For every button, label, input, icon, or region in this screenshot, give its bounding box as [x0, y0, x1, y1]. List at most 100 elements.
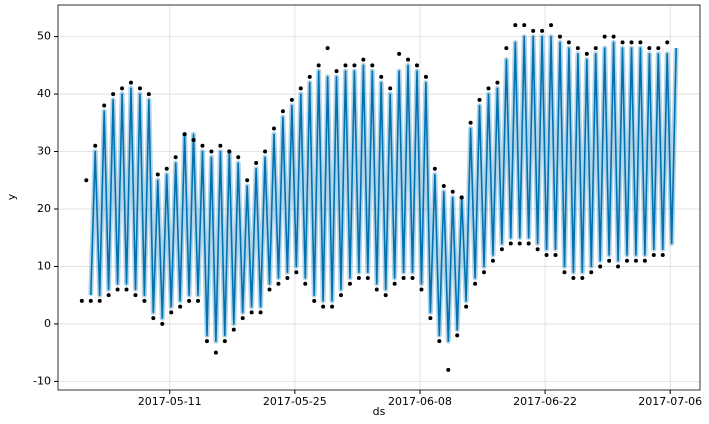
observed-point	[522, 23, 527, 28]
observed-point	[93, 143, 98, 148]
observed-point	[464, 304, 469, 309]
observed-point	[330, 304, 335, 309]
observed-point	[343, 63, 348, 68]
observed-point	[133, 293, 138, 298]
observed-point	[312, 298, 317, 303]
observed-point	[638, 40, 643, 45]
observed-point	[84, 178, 89, 183]
observed-point	[209, 149, 214, 154]
y-tick-label: 20	[37, 202, 51, 215]
observed-point	[535, 247, 540, 252]
observed-point	[611, 34, 616, 39]
x-tick-label: 2017-06-08	[388, 395, 452, 408]
observed-point	[316, 63, 321, 68]
observed-point	[598, 264, 603, 269]
observed-point	[593, 46, 598, 51]
observed-point	[298, 86, 303, 91]
observed-point	[374, 287, 379, 292]
observed-point	[651, 252, 656, 257]
observed-point	[544, 252, 549, 257]
observed-point	[196, 298, 201, 303]
observed-point	[124, 287, 129, 292]
observed-point	[245, 178, 250, 183]
observed-point	[629, 40, 634, 45]
observed-point	[289, 97, 294, 102]
observed-point	[517, 241, 522, 246]
observed-point	[321, 304, 326, 309]
observed-point	[620, 40, 625, 45]
observed-point	[513, 23, 518, 28]
observed-point	[468, 120, 473, 125]
observed-point	[182, 132, 187, 137]
observed-point	[419, 287, 424, 292]
x-tick-label: 2017-06-22	[513, 395, 577, 408]
observed-point	[160, 321, 165, 326]
observed-point	[602, 34, 607, 39]
observed-point	[142, 298, 147, 303]
observed-point	[490, 258, 495, 263]
observed-point	[647, 46, 652, 51]
observed-point	[347, 281, 352, 286]
observed-point	[88, 298, 93, 303]
observed-point	[102, 103, 107, 108]
observed-point	[267, 287, 272, 292]
observed-point	[191, 138, 196, 143]
observed-point	[665, 40, 670, 45]
axes-frame	[57, 4, 701, 391]
observed-point	[263, 149, 268, 154]
observed-point	[169, 310, 174, 315]
observed-point	[531, 28, 536, 33]
observed-point	[553, 252, 558, 257]
y-axis-label: y	[5, 193, 18, 200]
observed-point	[280, 109, 285, 114]
observed-point	[540, 28, 545, 33]
observed-point	[437, 339, 442, 344]
observed-point	[227, 149, 232, 154]
observed-point	[325, 46, 330, 51]
observed-point	[477, 97, 482, 102]
observed-point	[428, 316, 433, 321]
observed-point	[549, 23, 554, 28]
observed-point	[584, 51, 589, 56]
observed-point	[607, 258, 612, 263]
observed-point	[249, 310, 254, 315]
observed-point	[204, 339, 209, 344]
observed-point	[580, 275, 585, 280]
observed-point	[187, 298, 192, 303]
observed-point	[111, 92, 116, 97]
observed-point	[352, 63, 357, 68]
observed-point	[276, 281, 281, 286]
observed-point	[388, 86, 393, 91]
observed-point	[589, 270, 594, 275]
observed-point	[236, 155, 241, 160]
observed-point	[392, 281, 397, 286]
observed-point	[414, 63, 419, 68]
observed-point	[557, 34, 562, 39]
observed-point	[303, 281, 308, 286]
observed-point	[146, 92, 151, 97]
observed-point	[164, 166, 169, 171]
observed-point	[432, 166, 437, 171]
observed-point	[218, 143, 223, 148]
observed-point	[240, 316, 245, 321]
observed-point	[115, 287, 120, 292]
observed-point	[441, 184, 446, 189]
observed-point	[365, 275, 370, 280]
forecast-line	[90, 35, 677, 342]
observed-point	[254, 161, 259, 166]
x-axis-label: ds	[373, 405, 386, 418]
observed-point	[633, 258, 638, 263]
observed-point	[575, 46, 580, 51]
observed-point	[450, 189, 455, 194]
observed-point	[258, 310, 263, 315]
observed-point	[397, 51, 402, 56]
y-tick-label: 30	[37, 145, 51, 158]
y-tick-label: 50	[37, 30, 51, 43]
observed-point	[486, 86, 491, 91]
observed-point	[616, 264, 621, 269]
observed-point	[334, 69, 339, 74]
observed-point	[473, 281, 478, 286]
observed-point	[178, 304, 183, 309]
observed-point	[406, 57, 411, 62]
